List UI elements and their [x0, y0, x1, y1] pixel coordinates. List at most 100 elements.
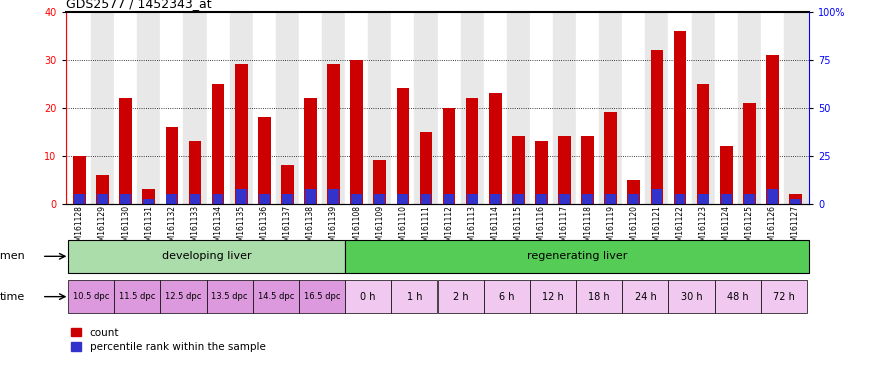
Bar: [368, 12, 391, 204]
Text: 24 h: 24 h: [634, 291, 656, 302]
Bar: [489, 93, 501, 204]
Bar: [206, 280, 253, 313]
Bar: [212, 84, 224, 204]
Bar: [350, 60, 363, 204]
Bar: [761, 12, 784, 204]
Bar: [144, 199, 154, 204]
Bar: [438, 12, 460, 204]
Bar: [189, 141, 201, 204]
Bar: [444, 194, 454, 204]
Bar: [697, 194, 709, 204]
Bar: [675, 194, 685, 204]
Bar: [299, 280, 345, 313]
Bar: [536, 194, 547, 204]
Bar: [68, 12, 91, 204]
Text: 11.5 dpc: 11.5 dpc: [119, 292, 156, 301]
Bar: [627, 180, 640, 204]
Bar: [374, 194, 385, 204]
Text: 14.5 dpc: 14.5 dpc: [257, 292, 294, 301]
Bar: [628, 194, 640, 204]
Bar: [258, 117, 270, 204]
Text: 72 h: 72 h: [773, 291, 794, 302]
Bar: [97, 194, 108, 204]
Bar: [120, 194, 131, 204]
Bar: [259, 194, 270, 204]
Bar: [304, 98, 317, 204]
Bar: [646, 12, 668, 204]
Bar: [696, 84, 710, 204]
Bar: [96, 175, 108, 204]
Bar: [234, 64, 248, 204]
Bar: [622, 12, 646, 204]
Bar: [460, 12, 484, 204]
Bar: [581, 136, 594, 204]
Text: time: time: [0, 291, 24, 302]
Bar: [143, 189, 155, 204]
Bar: [345, 280, 391, 313]
Bar: [282, 194, 293, 204]
Bar: [397, 194, 409, 204]
Bar: [443, 108, 455, 204]
Bar: [160, 12, 184, 204]
Bar: [789, 194, 802, 204]
Bar: [743, 103, 756, 204]
Text: regenerating liver: regenerating liver: [527, 251, 627, 262]
Bar: [68, 240, 345, 273]
Bar: [137, 12, 160, 204]
Bar: [651, 50, 663, 204]
Bar: [415, 12, 438, 204]
Text: developing liver: developing liver: [162, 251, 251, 262]
Bar: [114, 12, 137, 204]
Bar: [606, 194, 616, 204]
Bar: [351, 194, 362, 204]
Text: 6 h: 6 h: [499, 291, 514, 302]
Bar: [466, 194, 478, 204]
Text: 10.5 dpc: 10.5 dpc: [73, 292, 109, 301]
Bar: [766, 55, 779, 204]
Bar: [490, 194, 500, 204]
Bar: [160, 280, 206, 313]
Bar: [328, 189, 339, 204]
Bar: [622, 280, 668, 313]
Text: 2 h: 2 h: [452, 291, 468, 302]
Bar: [305, 189, 316, 204]
Bar: [119, 98, 132, 204]
Bar: [327, 64, 340, 204]
Text: 48 h: 48 h: [727, 291, 749, 302]
Bar: [466, 98, 479, 204]
Bar: [166, 194, 178, 204]
Bar: [396, 88, 410, 204]
Bar: [507, 12, 530, 204]
Bar: [530, 12, 553, 204]
Text: GDS2577 / 1452343_at: GDS2577 / 1452343_at: [66, 0, 211, 10]
Bar: [605, 112, 617, 204]
Bar: [421, 194, 431, 204]
Bar: [530, 280, 576, 313]
Bar: [484, 12, 507, 204]
Bar: [576, 280, 622, 313]
Bar: [322, 12, 345, 204]
Bar: [374, 161, 386, 204]
Bar: [391, 280, 438, 313]
Bar: [512, 136, 525, 204]
Bar: [74, 194, 85, 204]
Bar: [513, 194, 524, 204]
Bar: [715, 280, 761, 313]
Text: specimen: specimen: [0, 251, 24, 262]
Bar: [536, 141, 548, 204]
Bar: [484, 280, 530, 313]
Bar: [558, 136, 570, 204]
Bar: [68, 280, 114, 313]
Bar: [784, 12, 807, 204]
Text: 30 h: 30 h: [681, 291, 703, 302]
Bar: [213, 194, 223, 204]
Bar: [767, 189, 778, 204]
Text: 1 h: 1 h: [407, 291, 422, 302]
Bar: [299, 12, 322, 204]
Text: 12.5 dpc: 12.5 dpc: [165, 292, 201, 301]
Bar: [114, 280, 160, 313]
Bar: [281, 165, 294, 204]
Text: 16.5 dpc: 16.5 dpc: [304, 292, 340, 301]
Bar: [74, 156, 86, 204]
Bar: [276, 12, 299, 204]
